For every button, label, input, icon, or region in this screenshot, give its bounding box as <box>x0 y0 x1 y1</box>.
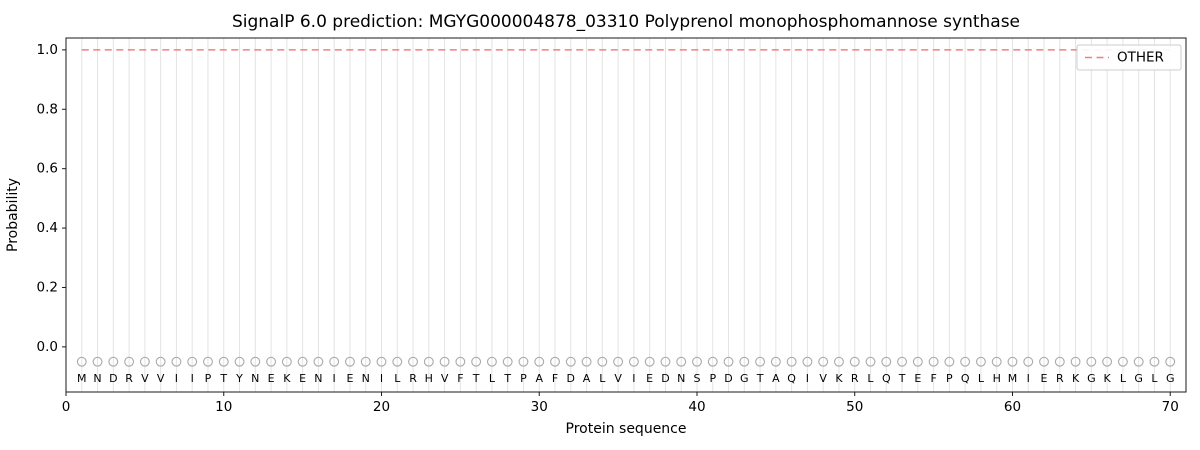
x-axis-label: Protein sequence <box>566 421 687 437</box>
plot-border <box>65 37 1187 393</box>
x-axis-ticks: 0 10 20 30 40 50 60 70 <box>62 392 1179 415</box>
svg-text:A: A <box>772 372 780 385</box>
svg-text:E: E <box>1041 372 1048 385</box>
svg-text:T: T <box>898 372 906 385</box>
svg-text:E: E <box>299 372 306 385</box>
svg-text:P: P <box>205 372 212 385</box>
svg-text:R: R <box>409 372 417 385</box>
svg-text:Q: Q <box>882 372 891 385</box>
svg-text:I: I <box>191 372 194 385</box>
svg-text:60: 60 <box>1004 399 1021 415</box>
svg-text:L: L <box>1120 372 1127 385</box>
svg-text:E: E <box>646 372 653 385</box>
svg-text:R: R <box>125 372 133 385</box>
svg-text:40: 40 <box>688 399 705 415</box>
svg-text:0.4: 0.4 <box>37 220 58 236</box>
svg-text:K: K <box>1072 372 1080 385</box>
chart-title: SignalP 6.0 prediction: MGYG000004878_03… <box>232 12 1020 32</box>
svg-text:A: A <box>583 372 591 385</box>
svg-text:0.2: 0.2 <box>37 279 58 295</box>
svg-text:I: I <box>380 372 383 385</box>
svg-text:F: F <box>457 372 463 385</box>
svg-text:P: P <box>946 372 953 385</box>
svg-text:D: D <box>724 372 732 385</box>
svg-text:I: I <box>632 372 635 385</box>
svg-text:D: D <box>109 372 117 385</box>
svg-text:L: L <box>599 372 606 385</box>
svg-text:V: V <box>141 372 149 385</box>
svg-text:L: L <box>978 372 985 385</box>
svg-text:Y: Y <box>235 372 243 385</box>
svg-text:0.8: 0.8 <box>37 101 58 117</box>
svg-text:T: T <box>219 372 227 385</box>
svg-text:N: N <box>93 372 101 385</box>
svg-text:H: H <box>425 372 433 385</box>
svg-text:N: N <box>314 372 322 385</box>
svg-text:N: N <box>362 372 370 385</box>
svg-text:D: D <box>661 372 669 385</box>
legend-box <box>1076 44 1182 71</box>
svg-text:L: L <box>867 372 874 385</box>
svg-text:K: K <box>283 372 291 385</box>
residue-markers <box>76 356 1176 367</box>
svg-text:P: P <box>520 372 527 385</box>
svg-text:D: D <box>567 372 575 385</box>
svg-text:E: E <box>914 372 921 385</box>
svg-text:E: E <box>346 372 353 385</box>
svg-text:I: I <box>806 372 809 385</box>
svg-text:H: H <box>993 372 1001 385</box>
svg-text:L: L <box>489 372 496 385</box>
svg-text:I: I <box>333 372 336 385</box>
svg-text:S: S <box>693 372 700 385</box>
svg-text:0.6: 0.6 <box>37 161 58 177</box>
svg-text:I: I <box>1027 372 1030 385</box>
svg-text:G: G <box>1134 372 1143 385</box>
svg-text:20: 20 <box>373 399 390 415</box>
svg-text:Q: Q <box>961 372 970 385</box>
svg-text:N: N <box>677 372 685 385</box>
svg-text:K: K <box>1104 372 1112 385</box>
svg-text:R: R <box>851 372 859 385</box>
svg-text:M: M <box>1008 372 1018 385</box>
svg-text:V: V <box>157 372 165 385</box>
svg-text:V: V <box>614 372 622 385</box>
svg-text:1.0: 1.0 <box>37 42 58 58</box>
legend-label: OTHER <box>1117 50 1164 66</box>
svg-text:70: 70 <box>1162 399 1179 415</box>
svg-text:0: 0 <box>62 399 71 415</box>
svg-text:K: K <box>835 372 843 385</box>
gridlines <box>81 38 1171 392</box>
y-axis-ticks: 0.0 0.2 0.4 0.6 0.8 1.0 <box>37 42 66 355</box>
svg-text:L: L <box>1151 372 1158 385</box>
svg-text:G: G <box>1166 372 1175 385</box>
svg-text:L: L <box>394 372 401 385</box>
svg-text:G: G <box>740 372 749 385</box>
svg-text:P: P <box>709 372 716 385</box>
svg-text:F: F <box>930 372 936 385</box>
svg-text:Q: Q <box>787 372 796 385</box>
svg-text:G: G <box>1087 372 1096 385</box>
svg-text:V: V <box>441 372 449 385</box>
legend: OTHER <box>1076 44 1182 71</box>
svg-text:50: 50 <box>846 399 863 415</box>
svg-text:0.0: 0.0 <box>37 339 58 355</box>
svg-text:30: 30 <box>531 399 548 415</box>
svg-text:E: E <box>268 372 275 385</box>
svg-text:R: R <box>1056 372 1064 385</box>
svg-text:N: N <box>251 372 259 385</box>
svg-text:T: T <box>472 372 480 385</box>
svg-text:V: V <box>819 372 827 385</box>
svg-text:A: A <box>535 372 543 385</box>
svg-text:T: T <box>503 372 511 385</box>
svg-text:T: T <box>756 372 764 385</box>
svg-text:F: F <box>552 372 558 385</box>
y-axis-label: Probability <box>5 178 21 252</box>
svg-text:M: M <box>77 372 87 385</box>
svg-text:I: I <box>175 372 178 385</box>
svg-text:10: 10 <box>215 399 232 415</box>
